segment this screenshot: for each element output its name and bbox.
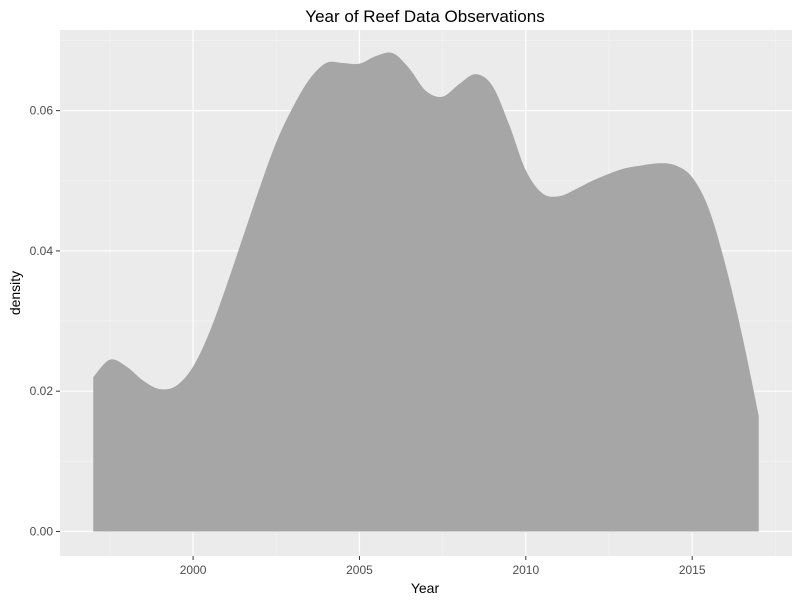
density-area: [93, 52, 759, 532]
y-tick-label: 0.02: [30, 384, 54, 398]
x-axis-ticks: 2000 2005 2010 2015: [180, 556, 706, 577]
x-tick-label: 2005: [346, 563, 373, 577]
y-axis-title: density: [7, 271, 23, 315]
y-axis-ticks: 0.00 0.02 0.04 0.06: [30, 104, 60, 538]
x-tick-label: 2010: [512, 563, 539, 577]
y-tick-label: 0.00: [30, 524, 54, 538]
y-tick-label: 0.06: [30, 104, 54, 118]
x-tick-label: 2015: [679, 563, 706, 577]
chart-title: Year of Reef Data Observations: [305, 7, 544, 26]
x-axis-title: Year: [411, 580, 440, 596]
x-tick-label: 2000: [180, 563, 207, 577]
y-tick-label: 0.04: [30, 244, 54, 258]
